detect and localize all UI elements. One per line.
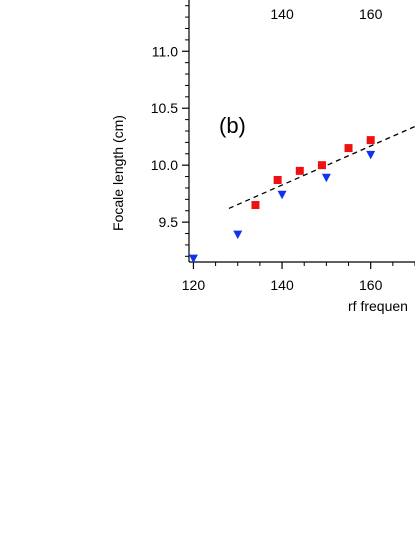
marks-group bbox=[188, 136, 376, 264]
y-tick-label: 10.5 bbox=[151, 100, 178, 116]
axes: 9.5 10.0 10.5 11.0 120 140 160 140 160 bbox=[151, 0, 415, 293]
data-point-square bbox=[317, 161, 326, 170]
top-tick-label: 140 bbox=[270, 6, 294, 22]
data-point-square bbox=[295, 166, 304, 175]
data-point-square bbox=[251, 201, 260, 210]
x-tick-label: 120 bbox=[182, 277, 206, 293]
x-tick-label: 140 bbox=[270, 277, 294, 293]
y-tick-label: 9.5 bbox=[159, 214, 179, 230]
x-tick-label: 160 bbox=[359, 277, 383, 293]
data-point-square bbox=[344, 144, 353, 153]
data-point-triangle bbox=[188, 254, 198, 264]
data-point-square bbox=[273, 175, 282, 184]
panel-label: (b) bbox=[219, 113, 246, 138]
data-point-triangle bbox=[321, 173, 331, 183]
data-point-triangle bbox=[277, 190, 287, 200]
x-axis-label: rf frequen bbox=[348, 298, 408, 314]
top-tick-label: 160 bbox=[359, 6, 383, 22]
y-tick-label: 11.0 bbox=[152, 43, 178, 59]
y-tick-label: 10.0 bbox=[151, 157, 178, 173]
data-point-triangle bbox=[366, 150, 376, 160]
data-point-triangle bbox=[233, 230, 243, 240]
y-axis-label: Focale length (cm) bbox=[110, 115, 126, 231]
data-point-square bbox=[366, 136, 375, 145]
